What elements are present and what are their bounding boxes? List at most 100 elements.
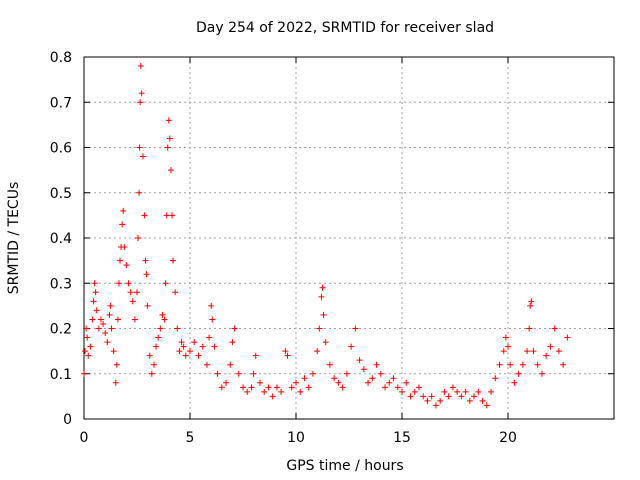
data-point <box>157 325 164 332</box>
data-point <box>223 379 230 386</box>
data-point <box>360 366 367 373</box>
data-point <box>331 375 338 382</box>
data-point <box>121 244 128 251</box>
x-tick-label: 10 <box>287 430 305 446</box>
x-tick-label: 20 <box>499 430 517 446</box>
data-point <box>107 302 114 309</box>
data-point <box>314 348 321 355</box>
data-point <box>146 352 153 359</box>
x-axis-label: GPS time / hours <box>286 458 403 474</box>
data-point <box>89 316 96 323</box>
data-point <box>155 334 162 341</box>
data-point <box>85 352 92 359</box>
data-point <box>411 388 418 395</box>
data-point <box>356 357 363 364</box>
data-point <box>144 302 151 309</box>
data-point <box>320 311 327 318</box>
data-point <box>284 352 291 359</box>
data-point <box>102 330 109 337</box>
data-point <box>297 388 304 395</box>
data-point <box>153 343 160 350</box>
data-point <box>95 325 102 332</box>
data-point <box>104 339 111 346</box>
data-point <box>301 375 308 382</box>
data-point <box>318 293 325 300</box>
data-point <box>127 289 134 296</box>
data-point <box>165 117 172 124</box>
data-point <box>115 280 122 287</box>
y-tick-label: 0 <box>63 412 72 428</box>
y-tick-label: 0.6 <box>50 141 72 157</box>
data-point <box>526 325 533 332</box>
data-point <box>527 302 534 309</box>
data-point <box>211 343 218 350</box>
data-point <box>178 339 185 346</box>
data-point <box>560 361 567 368</box>
data-point <box>551 325 558 332</box>
y-tick-label: 0.2 <box>50 322 72 338</box>
data-point <box>163 212 170 219</box>
data-point <box>432 402 439 409</box>
data-point <box>519 361 526 368</box>
data-point <box>343 370 350 377</box>
data-point <box>100 320 107 327</box>
data-point <box>547 343 554 350</box>
data-point <box>322 339 329 346</box>
data-point <box>143 271 150 278</box>
data-point <box>309 370 316 377</box>
data-point <box>538 370 545 377</box>
data-point <box>248 384 255 391</box>
grid <box>84 57 614 419</box>
y-tick-label: 0.3 <box>50 276 72 292</box>
data-point <box>352 325 359 332</box>
data-point <box>496 361 503 368</box>
data-point <box>84 334 91 341</box>
data-point <box>191 339 198 346</box>
data-point <box>555 348 562 355</box>
data-point <box>534 361 541 368</box>
data-point <box>123 262 130 269</box>
data-point <box>142 257 149 264</box>
data-point <box>81 370 87 377</box>
data-point <box>252 352 259 359</box>
data-point <box>182 352 189 359</box>
data-point <box>256 379 263 386</box>
data-point <box>420 393 427 400</box>
data-point <box>386 379 393 386</box>
data-point <box>500 348 507 355</box>
data-point <box>445 393 452 400</box>
data-point <box>348 343 355 350</box>
data-point <box>125 280 132 287</box>
data-point <box>136 189 143 196</box>
data-point <box>137 63 144 70</box>
data-point <box>166 135 173 142</box>
data-point <box>261 388 268 395</box>
data-point <box>244 388 251 395</box>
data-point <box>176 348 183 355</box>
data-point <box>377 370 384 377</box>
data-point <box>403 379 410 386</box>
data-point <box>83 325 90 332</box>
data-point <box>382 384 389 391</box>
data-point <box>415 384 422 391</box>
data-point <box>288 384 295 391</box>
data-point <box>483 402 490 409</box>
data-point <box>530 348 537 355</box>
data-point <box>488 388 495 395</box>
data-point <box>428 393 435 400</box>
y-axis-label: SRMTID / TECUs <box>6 182 22 295</box>
data-point <box>505 343 511 350</box>
data-point <box>135 235 142 241</box>
data-point <box>282 348 289 355</box>
data-point <box>113 361 120 368</box>
data-point <box>138 90 145 97</box>
data-point <box>131 316 138 323</box>
data-point <box>273 384 280 391</box>
y-tick-label: 0.7 <box>50 95 72 111</box>
data-point <box>137 99 144 106</box>
data-point <box>319 284 326 291</box>
data-point <box>159 311 166 318</box>
data-point <box>240 384 246 391</box>
data-point <box>199 343 206 350</box>
